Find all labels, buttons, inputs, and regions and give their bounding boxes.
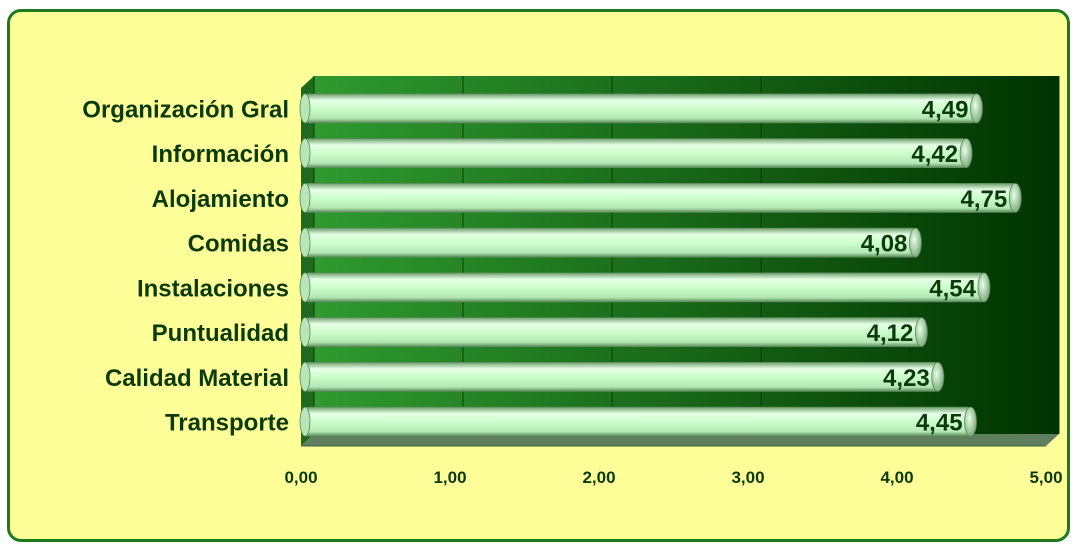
plot-floor — [301, 434, 1059, 447]
bar-end-cap — [914, 317, 928, 348]
bar-start-cap — [299, 138, 311, 169]
x-tick-label: 4,00 — [880, 468, 913, 487]
category-label: Organización Gral — [82, 96, 289, 123]
category-labels: Organización Gral Información Alojamiento C… — [82, 96, 289, 436]
bar-3: 4,08 — [299, 227, 922, 258]
x-tick-label: 2,00 — [582, 468, 615, 487]
bar-start-cap — [299, 406, 311, 437]
bar-value-label: 4,23 — [883, 365, 930, 392]
bar-body — [304, 93, 977, 124]
bar-value-label: 4,75 — [961, 186, 1008, 213]
bar-end-cap — [1008, 182, 1022, 213]
x-tick-label: 1,00 — [433, 468, 466, 487]
bar-start-cap — [299, 182, 311, 213]
bar-start-cap — [299, 93, 311, 124]
bar-body — [304, 227, 916, 258]
x-tick-label: 5,00 — [1029, 468, 1062, 487]
category-label: Alojamiento — [152, 186, 289, 213]
x-tick-labels: 0,00 1,00 2,00 3,00 4,00 5,00 — [284, 468, 1062, 487]
bar-value-label: 4,12 — [867, 320, 914, 347]
bar-0: 4,49 — [299, 93, 983, 124]
plot-side-wall — [301, 76, 314, 446]
category-label: Calidad Material — [105, 365, 289, 392]
category-label: Puntualidad — [152, 320, 289, 347]
bar-start-cap — [299, 317, 311, 348]
bar-2: 4,75 — [299, 182, 1022, 213]
category-label: Comidas — [188, 231, 289, 258]
bar-1: 4,42 — [299, 138, 973, 169]
category-label: Transporte — [165, 410, 289, 437]
bar-end-cap — [977, 272, 991, 303]
bar-body — [304, 272, 985, 303]
bars-group: 4,49 4,424,75 4,08 4,54 4,12 4,23 4,45 — [299, 93, 1022, 437]
bar-value-label: 4,54 — [929, 275, 976, 302]
bar-end-cap — [964, 406, 977, 437]
bar-end-cap — [959, 138, 973, 169]
bar-6: 4,23 — [299, 361, 945, 392]
bar-5: 4,12 — [299, 317, 928, 348]
category-label: Instalaciones — [137, 275, 289, 302]
bar-7: 4,45 — [299, 406, 977, 437]
bar-start-cap — [299, 227, 311, 258]
bar-value-label: 4,08 — [861, 231, 908, 258]
bar-body — [304, 182, 1016, 213]
bar-value-label: 4,42 — [911, 141, 958, 168]
bar-4: 4,54 — [299, 272, 991, 303]
category-label: Información — [152, 141, 289, 168]
bar-body — [304, 406, 971, 437]
bar-chart: 4,49 4,424,75 4,08 4,54 4,12 4,23 4,45 Organiz… — [82, 76, 1063, 487]
bar-start-cap — [299, 361, 311, 392]
bar-end-cap — [931, 361, 945, 392]
bar-start-cap — [299, 272, 311, 303]
plot-floor-shape — [301, 434, 1059, 446]
bar-value-label: 4,49 — [922, 96, 969, 123]
x-tick-label: 0,00 — [284, 468, 317, 487]
chart-frame: 4,49 4,42 4,75 4,08 4,54 4,12 4,23 4,45 Organiz… — [7, 9, 1070, 542]
bar-end-cap — [970, 93, 983, 124]
x-tick-label: 3,00 — [731, 468, 764, 487]
bar-body — [304, 138, 967, 169]
bar-value-label: 4,45 — [916, 410, 963, 437]
bar-body — [304, 361, 939, 392]
bar-end-cap — [909, 227, 922, 258]
bar-body — [304, 317, 922, 348]
